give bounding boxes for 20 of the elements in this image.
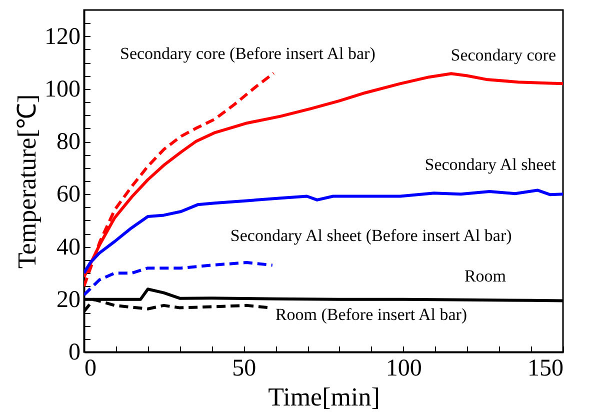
y-tick-label: 80 bbox=[56, 129, 80, 156]
y-tick-label: 40 bbox=[56, 234, 80, 260]
series-label: Room (Before insert Al bar) bbox=[275, 305, 468, 324]
series-label: Room bbox=[464, 266, 506, 286]
y-axis-title: Temperature[℃] bbox=[12, 94, 42, 269]
series-label: Secondary core (Before insert Al bar) bbox=[120, 44, 376, 64]
series-label: Secondary Al sheet (Before insert Al bar) bbox=[230, 226, 512, 246]
y-tick-label: 60 bbox=[56, 182, 80, 208]
y-tick-label: 0 bbox=[68, 340, 80, 366]
x-tick-label: 150 bbox=[528, 356, 564, 382]
line-series bbox=[84, 261, 274, 296]
x-tick-label: 50 bbox=[232, 356, 256, 382]
x-tick-label: 100 bbox=[386, 356, 422, 382]
series-label: Secondary core bbox=[450, 46, 556, 65]
y-tick-label: 20 bbox=[56, 286, 80, 313]
series-label: Secondary Al sheet bbox=[424, 155, 556, 174]
y-tick-label: 100 bbox=[44, 76, 80, 102]
x-axis-title: Time[min] bbox=[268, 382, 380, 412]
y-tick-label: 120 bbox=[44, 24, 80, 50]
x-tick-label: 0 bbox=[84, 356, 96, 382]
